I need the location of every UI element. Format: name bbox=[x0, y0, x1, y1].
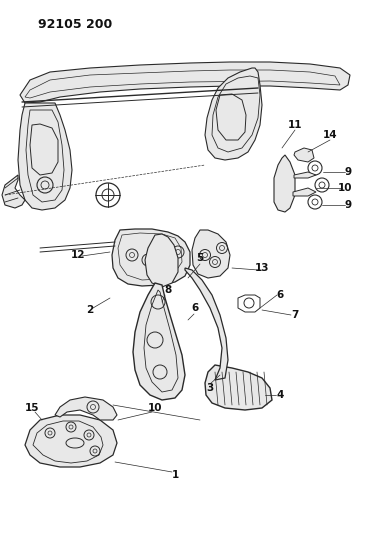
Polygon shape bbox=[133, 283, 185, 400]
Polygon shape bbox=[293, 188, 316, 196]
Text: 2: 2 bbox=[86, 305, 94, 315]
Text: 92105 200: 92105 200 bbox=[38, 18, 112, 31]
Polygon shape bbox=[145, 234, 178, 287]
Text: 1: 1 bbox=[171, 470, 179, 480]
Polygon shape bbox=[18, 103, 72, 210]
Polygon shape bbox=[25, 415, 117, 467]
Polygon shape bbox=[2, 175, 25, 208]
Text: 8: 8 bbox=[164, 285, 172, 295]
Polygon shape bbox=[205, 365, 272, 410]
Text: 11: 11 bbox=[288, 120, 302, 130]
Text: 10: 10 bbox=[338, 183, 352, 193]
Polygon shape bbox=[20, 62, 350, 103]
Polygon shape bbox=[212, 76, 260, 152]
Text: 9: 9 bbox=[344, 167, 352, 177]
Polygon shape bbox=[294, 172, 316, 178]
Text: 10: 10 bbox=[148, 403, 162, 413]
Polygon shape bbox=[185, 268, 228, 380]
Polygon shape bbox=[294, 148, 314, 162]
Text: 15: 15 bbox=[25, 403, 39, 413]
Polygon shape bbox=[55, 397, 117, 420]
Text: 6: 6 bbox=[276, 290, 284, 300]
Text: 13: 13 bbox=[255, 263, 269, 273]
Text: 7: 7 bbox=[291, 310, 299, 320]
Text: 14: 14 bbox=[323, 130, 337, 140]
Polygon shape bbox=[205, 68, 262, 160]
Text: 5: 5 bbox=[196, 253, 204, 263]
Text: 12: 12 bbox=[71, 250, 85, 260]
Text: 3: 3 bbox=[206, 383, 214, 393]
Text: 9: 9 bbox=[344, 200, 352, 210]
Polygon shape bbox=[33, 421, 103, 463]
Text: 6: 6 bbox=[192, 303, 199, 313]
Polygon shape bbox=[26, 110, 64, 202]
Polygon shape bbox=[274, 155, 295, 212]
Polygon shape bbox=[192, 230, 230, 278]
Polygon shape bbox=[25, 70, 340, 98]
Text: 4: 4 bbox=[276, 390, 284, 400]
Polygon shape bbox=[112, 229, 190, 286]
